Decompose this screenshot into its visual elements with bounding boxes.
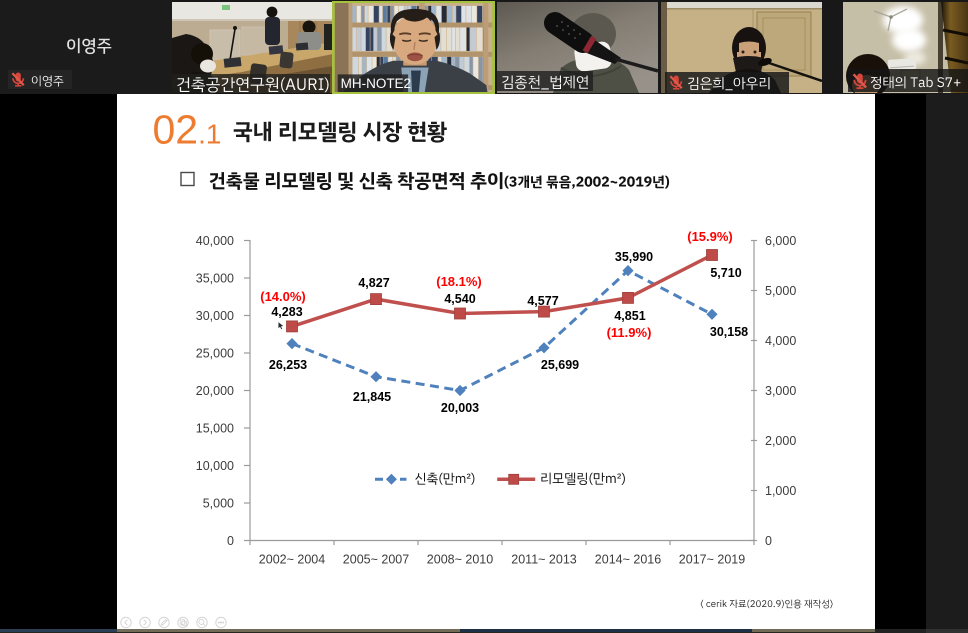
svg-text:0: 0 xyxy=(765,534,772,548)
svg-text:(14.0%): (14.0%) xyxy=(260,289,306,304)
svg-text:2002~ 2004: 2002~ 2004 xyxy=(259,553,325,567)
svg-text:15,000: 15,000 xyxy=(196,422,234,436)
svg-text:2,000: 2,000 xyxy=(765,434,796,448)
svg-text:2008~ 2010: 2008~ 2010 xyxy=(427,553,493,567)
svg-text:5,000: 5,000 xyxy=(765,284,796,298)
svg-text:21,845: 21,845 xyxy=(353,390,391,404)
svg-text:1,000: 1,000 xyxy=(765,484,796,498)
svg-text:4,577: 4,577 xyxy=(527,294,558,308)
svg-text:25,000: 25,000 xyxy=(196,347,234,361)
svg-text:2011~ 2013: 2011~ 2013 xyxy=(511,553,577,567)
svg-text:6,000: 6,000 xyxy=(765,234,796,248)
svg-text:10,000: 10,000 xyxy=(196,459,234,473)
svg-text:26,253: 26,253 xyxy=(269,358,307,372)
svg-text:(15.9%): (15.9%) xyxy=(687,229,733,244)
svg-text:2005~ 2007: 2005~ 2007 xyxy=(343,553,409,567)
svg-text:5,000: 5,000 xyxy=(203,497,234,511)
svg-text:2017~ 2019: 2017~ 2019 xyxy=(679,553,745,567)
svg-text:40,000: 40,000 xyxy=(196,234,234,248)
svg-text:4,283: 4,283 xyxy=(271,305,302,319)
svg-text:30,158: 30,158 xyxy=(710,325,748,339)
svg-text:35,990: 35,990 xyxy=(615,250,653,264)
svg-text:02.1: 02.1 xyxy=(153,107,222,153)
svg-text:4,827: 4,827 xyxy=(358,276,389,290)
svg-text:4,851: 4,851 xyxy=(614,309,645,323)
svg-text:5,710: 5,710 xyxy=(710,266,741,280)
svg-text:30,000: 30,000 xyxy=(196,309,234,323)
svg-text:MH-NOTE2: MH-NOTE2 xyxy=(341,76,411,91)
svg-text:25,699: 25,699 xyxy=(541,358,579,372)
svg-text:(18.1%): (18.1%) xyxy=(436,274,482,289)
svg-text:4,000: 4,000 xyxy=(765,334,796,348)
svg-text:(11.9%): (11.9%) xyxy=(607,325,652,340)
svg-text:2014~ 2016: 2014~ 2016 xyxy=(595,553,661,567)
svg-text:3,000: 3,000 xyxy=(765,384,796,398)
svg-text:20,003: 20,003 xyxy=(441,401,479,415)
svg-text:4,540: 4,540 xyxy=(444,292,475,306)
svg-text:0: 0 xyxy=(227,534,234,548)
svg-text:35,000: 35,000 xyxy=(196,272,234,286)
svg-text:20,000: 20,000 xyxy=(196,384,234,398)
